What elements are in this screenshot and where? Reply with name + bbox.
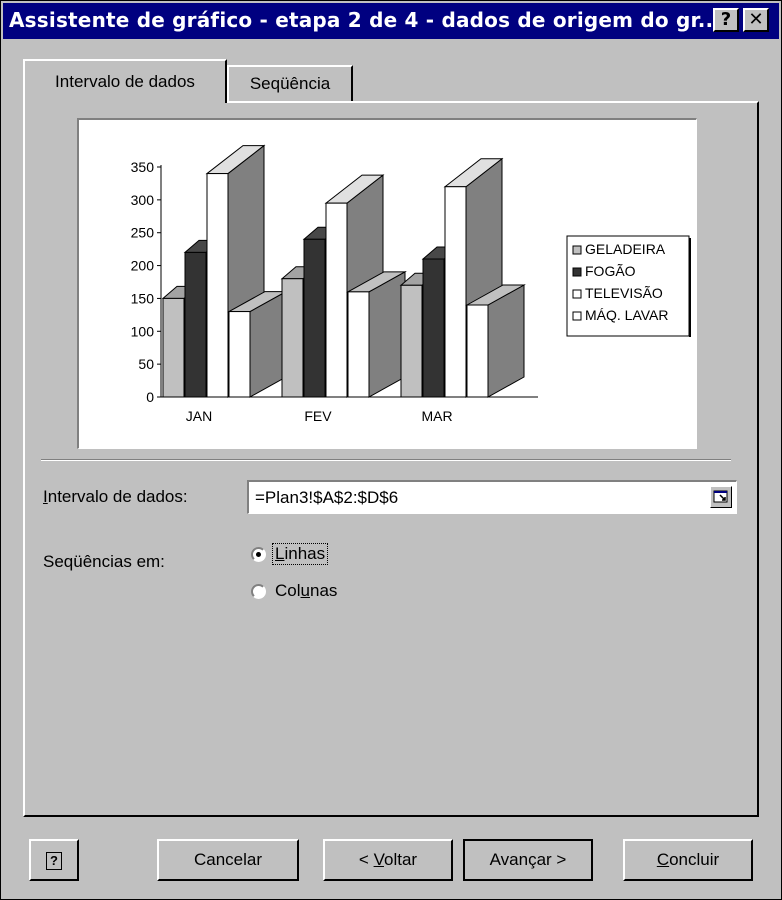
bar: [162, 297, 185, 398]
legend-entry: FOGÃO: [585, 263, 636, 279]
title-help-button[interactable]: ?: [713, 8, 739, 32]
y-tick-label: 100: [131, 323, 155, 339]
finish-button[interactable]: Concluir: [623, 839, 753, 881]
legend-swatch: [572, 245, 582, 255]
series-in-label: Seqüências em:: [43, 552, 165, 571]
radio-columns-label[interactable]: Colunas: [275, 581, 338, 600]
bar: [281, 278, 304, 398]
bar: [303, 238, 326, 398]
x-tick-label: FEV: [304, 408, 332, 424]
cancel-button-label: Cancelar: [193, 850, 263, 869]
tab-panel: [23, 101, 759, 817]
collapse-dialog-icon: [713, 490, 728, 503]
tab-series-label: Seqüência: [249, 74, 331, 93]
bar: [228, 311, 251, 398]
y-tick-label: 150: [131, 290, 155, 306]
close-icon: ✕: [748, 9, 764, 30]
range-label: Intervalo de dados:: [43, 487, 188, 506]
title-bar[interactable]: Assistente de gráfico - etapa 2 de 4 - d…: [3, 3, 779, 39]
chart-preview: 0 50 100 150 200 250 300 350 JAN FEV MAR GELADEIRA F…: [77, 118, 697, 449]
collapse-dialog-button[interactable]: [710, 486, 732, 508]
y-tick-label: 200: [131, 258, 155, 274]
chart-svg: 0 50 100 150 200 250 300 350 JAN FEV MAR GELADEIRA F…: [131, 144, 691, 424]
bar: [347, 291, 370, 398]
legend-entry: MÁQ. LAVAR: [585, 307, 669, 323]
y-tick-label: 50: [138, 356, 154, 372]
help-icon: ?: [46, 852, 62, 870]
bar: [466, 304, 489, 398]
bar: [184, 251, 207, 398]
bar: [444, 186, 467, 398]
legend-box: [566, 235, 690, 337]
bar: [325, 202, 348, 398]
y-tick-label: 250: [131, 225, 155, 241]
y-tick-label: 0: [146, 389, 154, 405]
radio-selected-dot: [256, 552, 261, 557]
bar: [206, 173, 229, 398]
close-button[interactable]: ✕: [743, 8, 769, 32]
radio-rows-circle[interactable]: [251, 547, 266, 562]
tab-data-range-label: Intervalo de dados: [55, 72, 195, 91]
radio-rows-label[interactable]: Linhas: [271, 543, 329, 565]
legend-swatch: [572, 267, 582, 277]
tab-series[interactable]: Seqüência: [227, 65, 353, 101]
tab-data-range[interactable]: Intervalo de dados: [23, 59, 227, 103]
cancel-button[interactable]: Cancelar: [157, 839, 299, 881]
finish-button-label: Concluir: [656, 850, 720, 869]
range-input-value: =Plan3!$A$2:$D$6: [255, 488, 399, 507]
legend-entry: GELADEIRA: [585, 241, 666, 257]
y-tick-label: 300: [131, 192, 155, 208]
window-title: Assistente de gráfico - etapa 2 de 4 - d…: [9, 8, 722, 32]
x-tick-label: JAN: [186, 408, 212, 424]
legend-swatch: [572, 289, 582, 299]
x-tick-label: MAR: [421, 408, 452, 424]
bar: [400, 284, 423, 398]
separator: [41, 459, 731, 461]
question-icon: ?: [720, 9, 732, 30]
y-tick-label: 350: [131, 159, 155, 175]
range-input[interactable]: =Plan3!$A$2:$D$6: [247, 480, 737, 514]
legend-swatch: [572, 311, 582, 321]
legend-entry: TELEVISÃO: [585, 285, 663, 301]
bar-side: [368, 271, 406, 398]
back-button[interactable]: < Voltar: [323, 839, 453, 881]
next-button[interactable]: Avançar >: [463, 839, 593, 881]
help-button[interactable]: ?: [29, 839, 79, 881]
bar: [422, 258, 445, 398]
next-button-label: Avançar >: [489, 850, 567, 869]
radio-columns-circle[interactable]: [251, 584, 266, 599]
back-button-label: < Voltar: [358, 850, 418, 869]
